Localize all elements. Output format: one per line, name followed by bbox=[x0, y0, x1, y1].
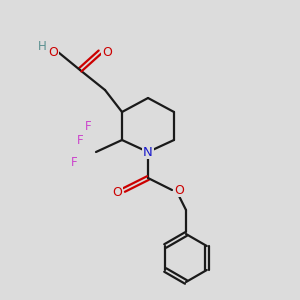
Text: O: O bbox=[174, 184, 184, 196]
Text: H: H bbox=[38, 40, 46, 53]
Text: F: F bbox=[71, 155, 77, 169]
Text: N: N bbox=[143, 146, 153, 158]
Text: O: O bbox=[48, 46, 58, 59]
Text: F: F bbox=[85, 121, 91, 134]
Text: O: O bbox=[102, 46, 112, 59]
Text: F: F bbox=[77, 134, 83, 146]
Text: O: O bbox=[112, 185, 122, 199]
